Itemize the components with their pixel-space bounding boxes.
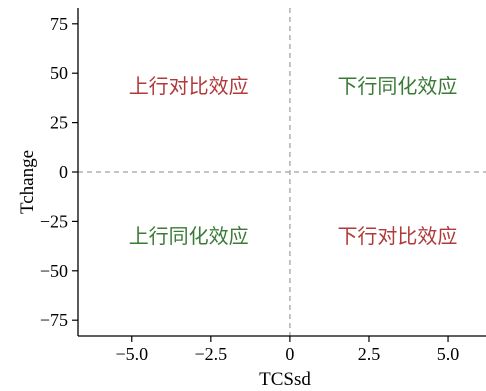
x-tick-label: 5.0 xyxy=(437,344,460,364)
x-tick-label: 0 xyxy=(285,344,294,364)
y-tick-label: −75 xyxy=(40,310,68,330)
y-axis-label: Tchange xyxy=(17,150,38,214)
y-tick-label: 75 xyxy=(50,14,68,34)
quadrant-annotation: 上行同化效应 xyxy=(129,224,249,248)
y-tick-label: −50 xyxy=(40,261,68,281)
x-axis-ticks: −5.0 −2.5 0 2.5 5.0 xyxy=(115,336,459,364)
y-tick-label: 50 xyxy=(50,63,68,83)
x-tick-label: 2.5 xyxy=(358,344,381,364)
y-tick-label: −25 xyxy=(40,211,68,231)
x-tick-label: −2.5 xyxy=(195,344,228,364)
x-tick-label: −5.0 xyxy=(115,344,148,364)
y-tick-label: 25 xyxy=(50,113,68,133)
reference-lines xyxy=(78,8,486,336)
quadrant-annotation: 下行对比效应 xyxy=(337,224,457,248)
y-axis-ticks: −75 −50 −25 0 25 50 75 xyxy=(40,14,78,330)
quadrant-annotation: 下行同化效应 xyxy=(337,74,457,98)
x-axis-label: TCSsd xyxy=(259,369,311,390)
quadrant-annotation: 上行对比效应 xyxy=(129,74,249,98)
y-tick-label: 0 xyxy=(59,162,68,182)
